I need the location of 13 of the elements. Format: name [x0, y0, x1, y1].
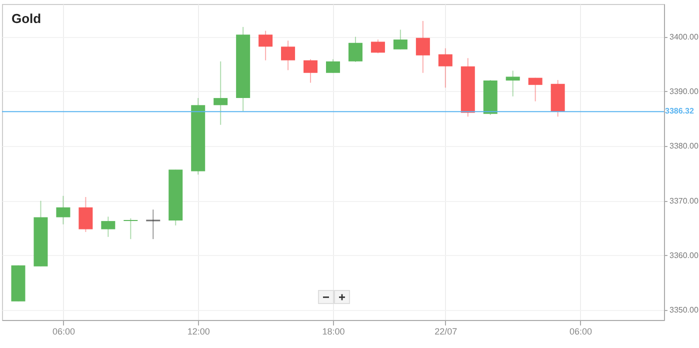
x-tick-label: 12:00: [187, 326, 210, 336]
x-tick-label: 22/07: [434, 326, 458, 336]
y-tick-label: 3370.00: [670, 196, 699, 206]
text: Gold: [12, 11, 42, 26]
x-tick-label: 06:00: [52, 326, 75, 336]
y-tick-label: 3390.00: [670, 86, 699, 96]
x-tick-label: 06:00: [570, 326, 592, 336]
y-tick-label: 3380.00: [670, 142, 699, 151]
x-tick-label: 18:00: [322, 326, 345, 336]
y-tick-label: 3360.00: [670, 250, 699, 260]
ref-line-label: 3386.32: [665, 106, 694, 116]
y-tick-label: 3350.00: [670, 306, 699, 315]
y-tick-label: 3400.00: [670, 32, 699, 42]
